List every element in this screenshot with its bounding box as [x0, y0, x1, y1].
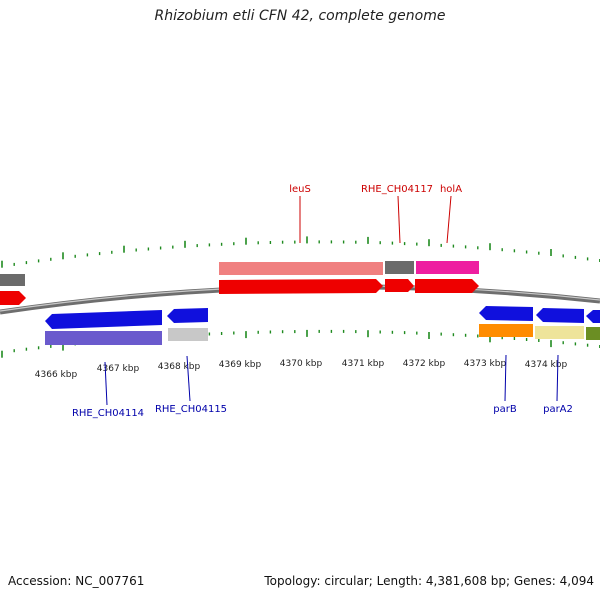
gene-arrow-parB — [479, 306, 533, 321]
genome-summary-text: Topology: circular; Length: 4,381,608 bp… — [264, 574, 594, 588]
gene-label-leuS[interactable]: leuS — [289, 184, 311, 195]
ruler-label-4373: 4373 kbp — [464, 359, 507, 369]
ruler-label-4371: 4371 kbp — [342, 359, 385, 369]
cog-bar-right-edge — [586, 327, 600, 340]
cog-bar-RHE_CH04114 — [45, 331, 162, 345]
gene-label-RHE_CH04115[interactable]: RHE_CH04115 — [155, 404, 227, 415]
ruler-label-4366: 4366 kbp — [35, 370, 78, 380]
gene-arrow-leuS — [219, 279, 383, 294]
cog-bar-left-edge — [0, 274, 25, 286]
gene-arrow-left-edge — [0, 291, 26, 305]
cog-bar-parB — [479, 324, 533, 337]
leader-line-RHE_CH04115 — [186, 355, 191, 402]
leader-line-RHE_CH04117 — [397, 195, 401, 244]
cog-bar-RHE_CH04117 — [385, 261, 414, 274]
leader-line-parA2 — [556, 354, 559, 402]
ruler-label-4368: 4368 kbp — [158, 362, 201, 372]
gene-arrow-holA — [415, 279, 479, 293]
gene-arrow-RHE_CH04114 — [45, 310, 162, 329]
gene-arrow-RHE_CH04115 — [167, 308, 208, 323]
gene-arrow-RHE_CH04117 — [385, 279, 414, 292]
gene-label-parB[interactable]: parB — [493, 404, 517, 415]
ruler-label-4374: 4374 kbp — [525, 360, 568, 370]
accession-text: Accession: NC_007761 — [8, 574, 145, 588]
map-title: Rhizobium etli CFN 42, complete genome — [154, 8, 446, 24]
leader-line-parB — [504, 354, 507, 402]
gene-label-holA[interactable]: holA — [440, 184, 462, 195]
leader-line-RHE_CH04114 — [104, 361, 108, 406]
cog-bar-RHE_CH04115 — [168, 328, 208, 341]
ruler-label-4372: 4372 kbp — [403, 359, 446, 369]
outer-tick-ring — [1, 236, 600, 268]
ruler-label-4367: 4367 kbp — [97, 364, 140, 374]
gene-label-parA2[interactable]: parA2 — [543, 404, 573, 415]
cog-bar-parA2 — [535, 326, 584, 339]
ruler-label-4369: 4369 kbp — [219, 360, 262, 370]
ruler-label-4370: 4370 kbp — [280, 359, 323, 369]
leader-line-holA — [446, 195, 452, 244]
ruler-labels: 4366 kbp 4367 kbp 4368 kbp 4369 kbp 4370… — [35, 359, 568, 380]
gene-label-RHE_CH04114[interactable]: RHE_CH04114 — [72, 408, 144, 419]
gene-label-RHE_CH04117[interactable]: RHE_CH04117 — [361, 184, 433, 195]
gene-arrow-right-edge — [586, 310, 600, 323]
cog-bar-leuS — [219, 262, 383, 275]
cog-bar-holA — [416, 261, 479, 274]
gene-arrow-parA2 — [536, 308, 584, 323]
